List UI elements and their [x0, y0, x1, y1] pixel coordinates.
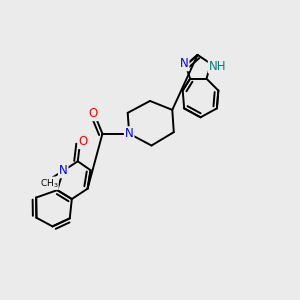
Text: NH: NH [209, 60, 226, 73]
Text: O: O [79, 135, 88, 148]
Text: CH$_3$: CH$_3$ [40, 177, 58, 190]
Text: N: N [59, 164, 68, 177]
Text: O: O [88, 107, 98, 120]
Text: N: N [180, 57, 189, 70]
Text: N: N [125, 127, 134, 140]
